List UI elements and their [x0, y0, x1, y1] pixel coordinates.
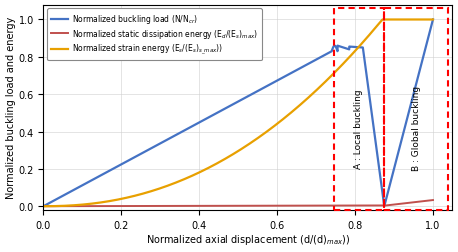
Normalized strain energy (E$_s$/(E$_s$)$_{s\_max}$)): [430, 19, 436, 22]
Normalized static dissipation energy (E$_d$/(E$_s$)$_{max}$): [274, 204, 280, 207]
Normalized strain energy (E$_s$/(E$_s$)$_{s\_max}$)): [111, 199, 117, 202]
Normalized static dissipation energy (E$_d$/(E$_s$)$_{max}$): [190, 205, 195, 208]
Normalized buckling load (N/N$_{cr}$): [111, 167, 117, 170]
Bar: [384, 9, 448, 210]
Line: Normalized static dissipation energy (E$_d$/(E$_s$)$_{max}$): Normalized static dissipation energy (E$…: [44, 200, 433, 206]
Normalized strain energy (E$_s$/(E$_s$)$_{s\_max}$)): [41, 205, 46, 208]
Normalized buckling load (N/N$_{cr}$): [361, 53, 366, 56]
Legend: Normalized buckling load (N/N$_{cr}$), Normalized static dissipation energy (E$_: Normalized buckling load (N/N$_{cr}$), N…: [47, 9, 262, 61]
Line: Normalized strain energy (E$_s$/(E$_s$)$_{s\_max}$)): Normalized strain energy (E$_s$/(E$_s$)$…: [44, 20, 433, 206]
Y-axis label: Normalized buckling load and energy: Normalized buckling load and energy: [5, 17, 16, 199]
Normalized buckling load (N/N$_{cr}$): [274, 80, 280, 83]
Text: A : Local buckling: A : Local buckling: [354, 89, 364, 168]
Normalized buckling load (N/N$_{cr}$): [41, 205, 46, 208]
Bar: [333, 9, 384, 210]
Normalized buckling load (N/N$_{cr}$): [331, 45, 337, 48]
Line: Normalized buckling load (N/N$_{cr}$): Normalized buckling load (N/N$_{cr}$): [44, 20, 433, 206]
Normalized buckling load (N/N$_{cr}$): [430, 19, 436, 22]
Normalized static dissipation energy (E$_d$/(E$_s$)$_{max}$): [294, 204, 300, 207]
Normalized strain energy (E$_s$/(E$_s$)$_{s\_max}$)): [331, 72, 337, 75]
Normalized strain energy (E$_s$/(E$_s$)$_{s\_max}$)): [190, 174, 195, 177]
Normalized static dissipation energy (E$_d$/(E$_s$)$_{max}$): [430, 199, 436, 202]
Normalized strain energy (E$_s$/(E$_s$)$_{s\_max}$)): [380, 19, 385, 22]
Normalized static dissipation energy (E$_d$/(E$_s$)$_{max}$): [111, 205, 117, 208]
Normalized strain energy (E$_s$/(E$_s$)$_{s\_max}$)): [294, 107, 300, 110]
Normalized strain energy (E$_s$/(E$_s$)$_{s\_max}$)): [274, 123, 280, 126]
Normalized buckling load (N/N$_{cr}$): [190, 125, 195, 128]
Normalized buckling load (N/N$_{cr}$): [294, 69, 300, 72]
Text: B : Global buckling: B : Global buckling: [412, 86, 420, 171]
Normalized static dissipation energy (E$_d$/(E$_s$)$_{max}$): [361, 204, 366, 207]
Normalized static dissipation energy (E$_d$/(E$_s$)$_{max}$): [41, 205, 46, 208]
Normalized static dissipation energy (E$_d$/(E$_s$)$_{max}$): [331, 204, 337, 207]
Normalized strain energy (E$_s$/(E$_s$)$_{s\_max}$)): [361, 41, 366, 44]
X-axis label: Normalized axial displacement (d/(d)$_{max}$)): Normalized axial displacement (d/(d)$_{m…: [146, 233, 350, 246]
